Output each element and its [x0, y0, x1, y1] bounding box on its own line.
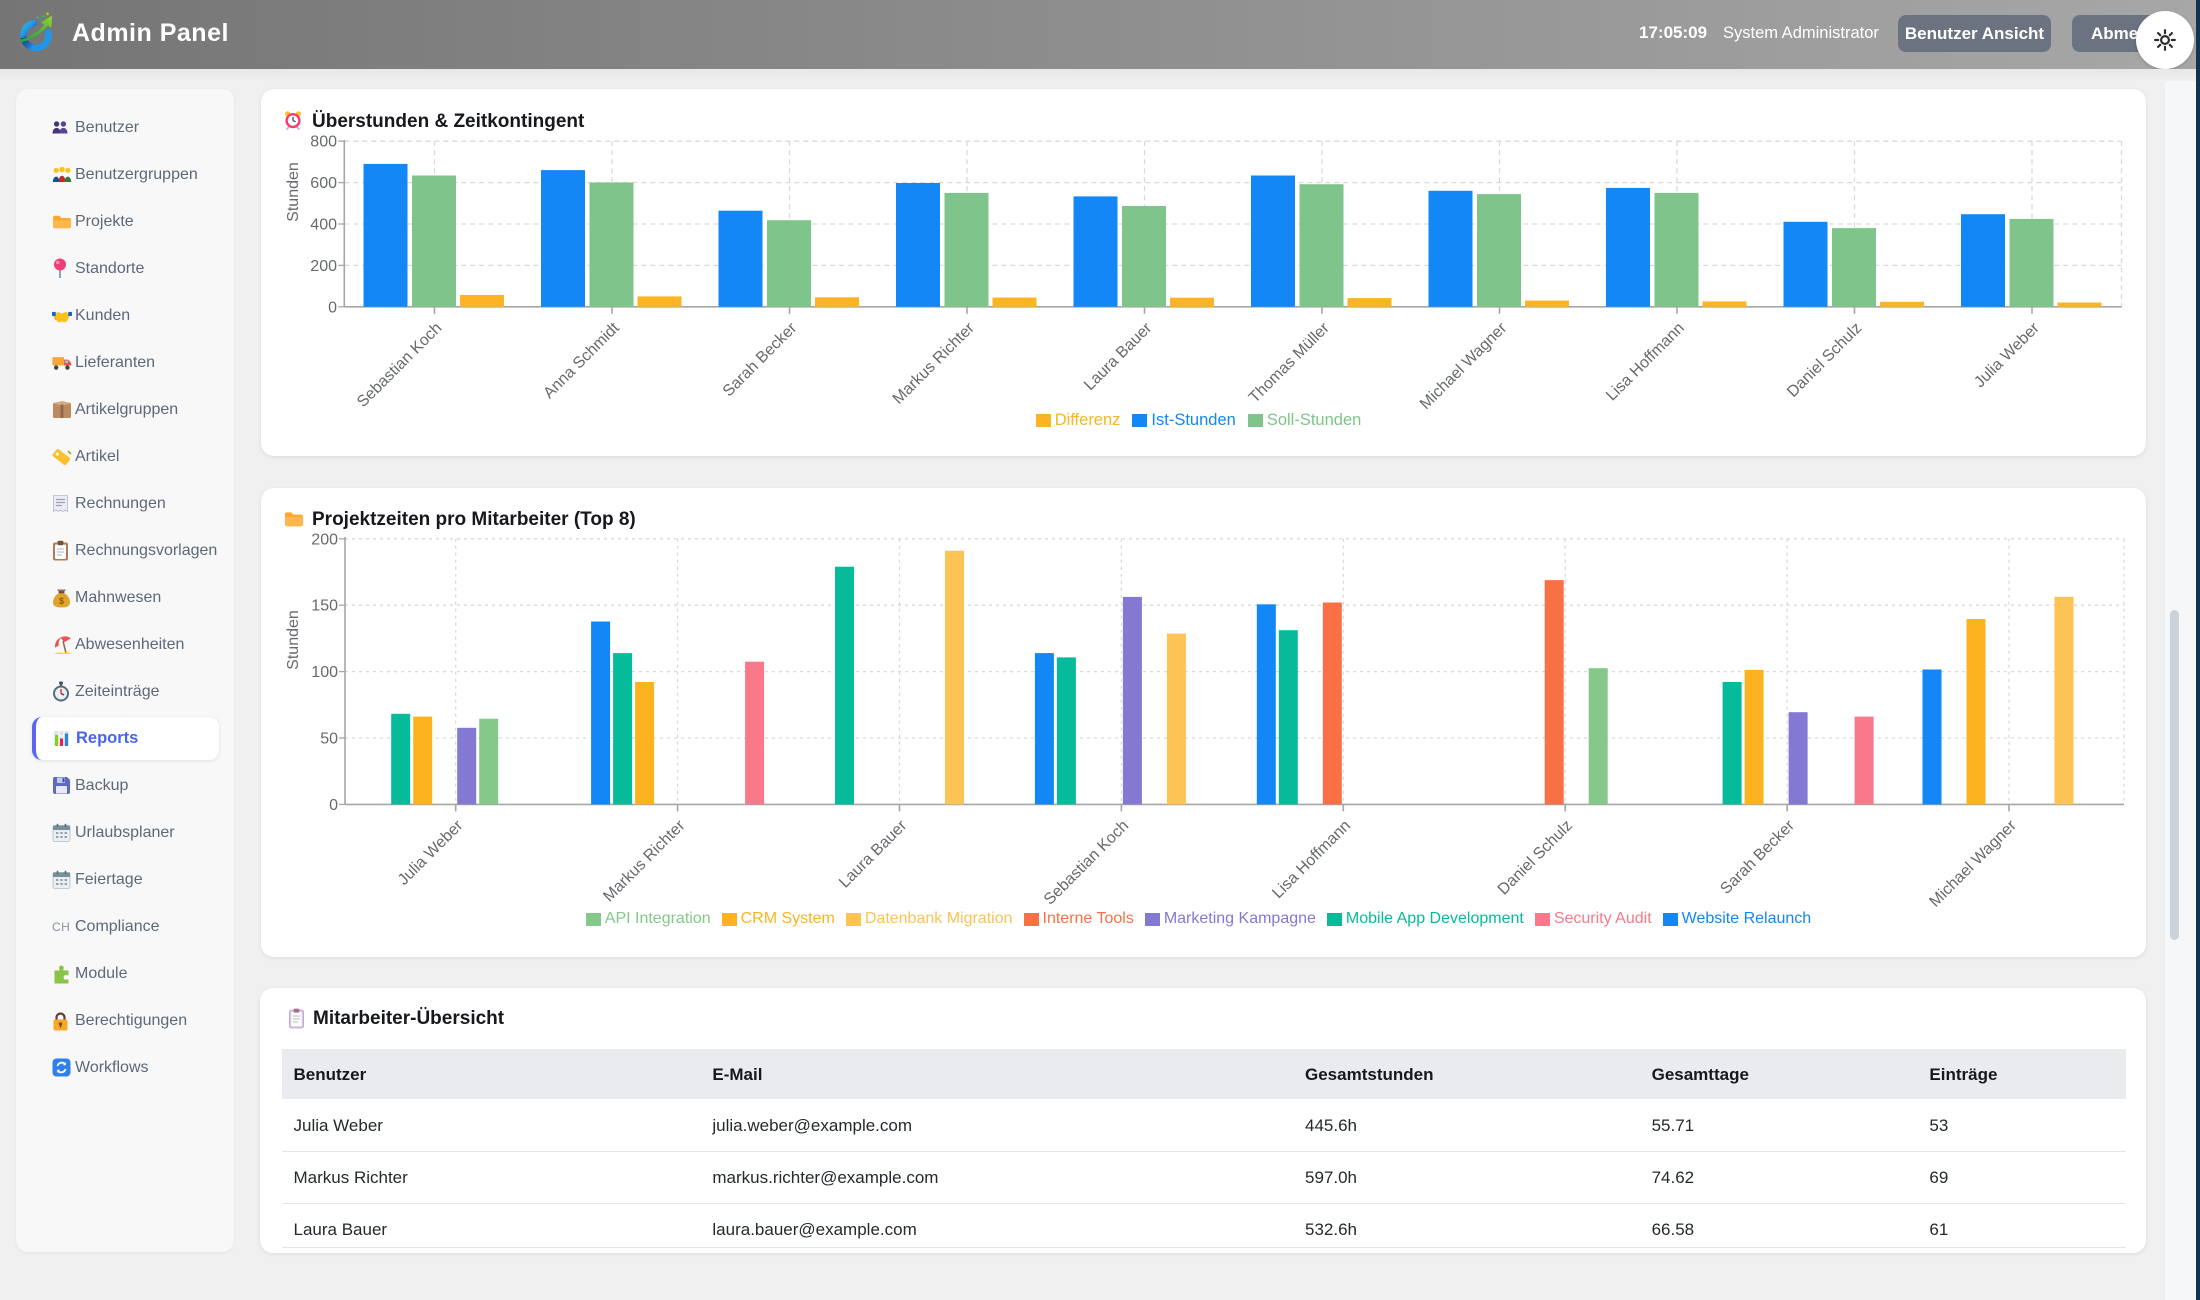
svg-text:Michael Wagner: Michael Wagner: [1926, 817, 2020, 911]
svg-text:0: 0: [329, 797, 338, 814]
svg-text:$: $: [59, 596, 64, 606]
svg-text:Michael Wagner: Michael Wagner: [1417, 319, 1511, 413]
svg-text:50: 50: [320, 731, 338, 748]
svg-text:Stunden: Stunden: [285, 162, 302, 222]
svg-text:Markus Richter: Markus Richter: [600, 817, 689, 906]
svg-text:Lisa Hoffmann: Lisa Hoffmann: [1269, 817, 1354, 902]
svg-text:100: 100: [311, 664, 338, 681]
svg-text:Sarah Becker: Sarah Becker: [720, 319, 801, 400]
svg-text:600: 600: [310, 175, 337, 192]
svg-text:Anna Schmidt: Anna Schmidt: [540, 319, 623, 402]
svg-text:150: 150: [311, 598, 338, 615]
svg-text:400: 400: [310, 217, 337, 234]
svg-text:Sebastian Koch: Sebastian Koch: [1041, 817, 1132, 908]
svg-text:Markus Richter: Markus Richter: [890, 319, 979, 408]
svg-text:Julia Weber: Julia Weber: [1971, 319, 2043, 391]
svg-text:Lisa Hoffmann: Lisa Hoffmann: [1603, 320, 1688, 405]
svg-text:Laura Bauer: Laura Bauer: [836, 817, 911, 892]
svg-text:Daniel Schulz: Daniel Schulz: [1495, 817, 1576, 898]
svg-text:Sebastian Koch: Sebastian Koch: [354, 320, 445, 411]
svg-text:Sarah Becker: Sarah Becker: [1717, 817, 1798, 898]
svg-text:200: 200: [310, 258, 337, 275]
svg-text:800: 800: [310, 134, 337, 151]
svg-text:Thomas Müller: Thomas Müller: [1246, 319, 1333, 406]
svg-text:Julia Weber: Julia Weber: [395, 817, 467, 889]
svg-text:Laura Bauer: Laura Bauer: [1081, 319, 1156, 394]
svg-text:Daniel Schulz: Daniel Schulz: [1784, 320, 1865, 401]
svg-text:0: 0: [328, 299, 337, 316]
svg-text:200: 200: [311, 531, 338, 548]
svg-text:Stunden: Stunden: [285, 610, 302, 670]
